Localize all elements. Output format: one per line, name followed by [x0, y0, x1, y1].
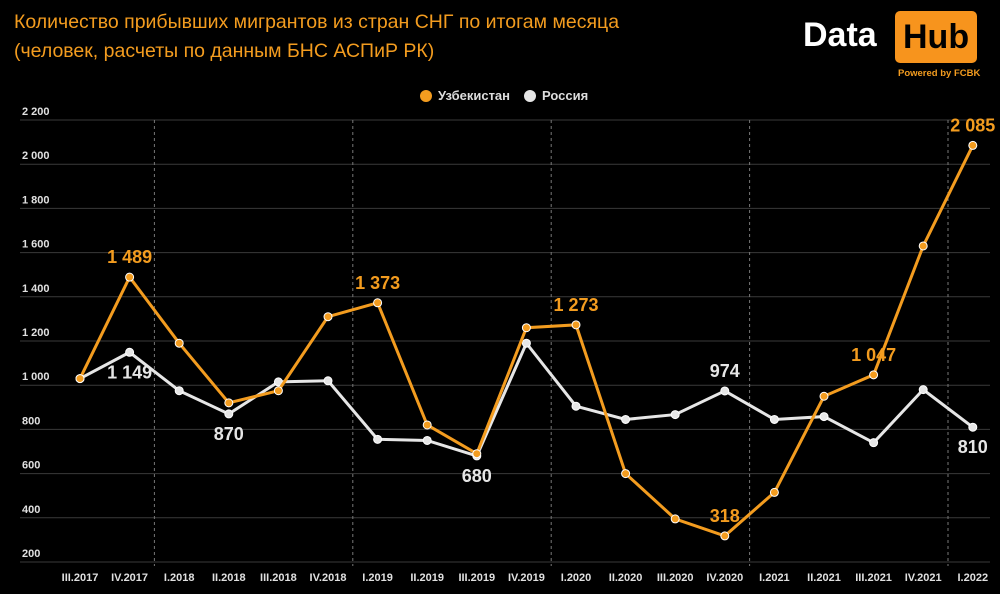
x-tick-label: IV.2019: [508, 572, 545, 584]
data-label-russia: 1 149: [107, 362, 152, 382]
data-point-uzbekistan: [571, 320, 581, 330]
legend: Узбекистан Россия: [420, 88, 588, 103]
title-line-2: (человек, расчеты по данным БНС АСПиР РК…: [14, 40, 435, 62]
y-tick-label: 1 200: [22, 327, 50, 339]
data-point-russia: [621, 414, 631, 424]
y-tick-label: 1 800: [22, 194, 50, 206]
x-tick-label: I.2022: [958, 572, 989, 584]
x-tick-label: III.2019: [458, 572, 495, 584]
logo-data: Data: [803, 16, 877, 54]
y-tick-label: 1 000: [22, 371, 50, 383]
data-point-uzbekistan: [422, 420, 432, 430]
data-point-russia: [521, 338, 531, 348]
data-point-russia: [174, 386, 184, 396]
legend-marker-russia: [524, 89, 537, 102]
data-label-russia: 680: [462, 466, 492, 486]
legend-label-uzbekistan: Узбекистан: [438, 88, 511, 103]
data-point-uzbekistan: [125, 272, 135, 282]
y-tick-label: 800: [22, 415, 40, 427]
x-tick-label: III.2018: [260, 572, 297, 584]
logo-hub: Hub: [895, 11, 978, 63]
data-point-uzbekistan: [670, 514, 680, 524]
legend-label-russia: Россия: [542, 88, 589, 103]
data-point-uzbekistan: [521, 323, 531, 333]
data-point-russia: [869, 438, 879, 448]
data-point-uzbekistan: [273, 386, 283, 396]
x-tick-label: IV.2020: [706, 572, 743, 584]
y-tick-label: 2 200: [22, 106, 50, 118]
x-tick-label: I.2019: [362, 572, 393, 584]
x-tick-label: II.2021: [807, 572, 841, 584]
logo-powered: Powered by FCBK: [898, 68, 981, 79]
chart-title: Количество прибывших мигрантов из стран …: [14, 8, 619, 66]
data-label-uzbekistan: 318: [710, 506, 740, 526]
data-label-uzbekistan: 1 373: [355, 273, 400, 293]
data-point-uzbekistan: [769, 487, 779, 497]
data-point-uzbekistan: [174, 338, 184, 348]
data-point-uzbekistan: [75, 374, 85, 384]
data-point-russia: [819, 412, 829, 422]
data-point-uzbekistan: [819, 391, 829, 401]
data-point-russia: [769, 414, 779, 424]
x-tick-label: II.2018: [212, 572, 246, 584]
x-tick-label: I.2021: [759, 572, 790, 584]
title-line-1: Количество прибывших мигрантов из стран …: [14, 11, 620, 33]
data-point-uzbekistan: [323, 312, 333, 322]
x-tick-label: IV.2021: [905, 572, 942, 584]
x-tick-label: I.2018: [164, 572, 195, 584]
legend-item-russia: Россия: [524, 88, 588, 103]
data-point-russia: [670, 410, 680, 420]
data-point-russia: [125, 347, 135, 357]
data-point-russia: [720, 386, 730, 396]
x-tick-label: I.2020: [561, 572, 592, 584]
x-tick-label: II.2019: [410, 572, 444, 584]
y-tick-label: 1 600: [22, 239, 50, 251]
data-point-uzbekistan: [918, 241, 928, 251]
data-label-russia: 974: [710, 361, 740, 381]
data-point-russia: [373, 434, 383, 444]
data-label-uzbekistan: 1 273: [553, 295, 598, 315]
legend-item-uzbekistan: Узбекистан: [420, 88, 510, 103]
data-point-russia: [968, 422, 978, 432]
data-label-uzbekistan: 1 047: [851, 345, 896, 365]
data-point-uzbekistan: [373, 298, 383, 308]
data-label-uzbekistan: 2 085: [950, 115, 995, 135]
x-tick-label: II.2020: [609, 572, 643, 584]
data-point-russia: [323, 376, 333, 386]
legend-marker-uzbekistan: [420, 89, 432, 102]
y-tick-label: 1 400: [22, 283, 50, 295]
data-point-russia: [918, 385, 928, 395]
y-tick-label: 400: [22, 504, 40, 516]
data-label-uzbekistan: 1 489: [107, 247, 152, 267]
data-point-uzbekistan: [720, 531, 730, 541]
data-point-uzbekistan: [472, 449, 482, 459]
data-point-uzbekistan: [968, 140, 978, 150]
x-tick-label: III.2017: [62, 572, 99, 584]
x-tick-label: IV.2018: [310, 572, 347, 584]
data-point-russia: [571, 401, 581, 411]
y-tick-label: 200: [22, 548, 40, 560]
data-point-uzbekistan: [621, 469, 631, 479]
data-point-uzbekistan: [224, 398, 234, 408]
data-point-russia: [273, 377, 283, 387]
x-tick-label: IV.2017: [111, 572, 148, 584]
y-tick-label: 2 000: [22, 150, 50, 162]
data-label-russia: 870: [214, 424, 244, 444]
data-label-russia: 810: [958, 437, 988, 457]
data-point-russia: [422, 435, 432, 445]
x-tick-label: III.2020: [657, 572, 694, 584]
data-point-russia: [224, 409, 234, 419]
data-point-uzbekistan: [869, 370, 879, 380]
y-tick-label: 600: [22, 460, 40, 472]
x-tick-label: III.2021: [855, 572, 892, 584]
